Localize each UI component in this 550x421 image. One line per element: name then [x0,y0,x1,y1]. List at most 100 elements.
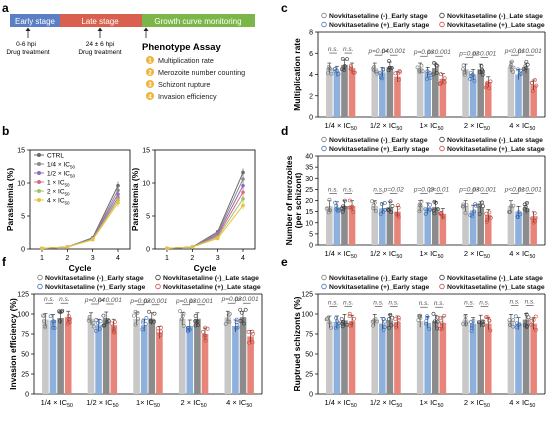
legend-marker [439,145,445,152]
legend-label: Novkitasetaline (-)_Late stage [163,275,259,282]
y-tick-label: 20 [305,198,313,205]
y-tick-label: 50 [305,352,313,359]
data-point [516,215,520,220]
bar [348,321,356,394]
y-tick-label: 5 [146,214,150,221]
bar [484,81,492,117]
assay-4-num: 4 [148,94,152,100]
legend-label-sub: 50 [65,192,71,197]
data-point [470,72,475,77]
data-point [513,314,518,319]
legend-marker [321,145,327,152]
panel-c: c Novkitasetaline (-)_Early stage Novkita… [281,1,546,132]
data-point [371,323,375,328]
assay-2-num: 2 [148,70,152,76]
legend-label: Novkitasetaline (+)_Early stage [45,284,146,291]
data-point [460,204,465,209]
data-point [485,315,490,320]
data-point [227,320,232,324]
group-label-sub: 50 [351,126,357,132]
legend-marker [321,274,327,281]
x-axis-label: Cycle [69,263,92,273]
data-point [387,59,391,63]
group-label-main: 1/2 × IC [370,249,397,258]
data-point [333,326,338,330]
data-point [152,311,157,316]
data-point [48,314,53,319]
series-line-6 [41,202,119,249]
data-point [523,204,528,209]
data-point [43,323,48,328]
assay-1-num: 1 [148,58,152,64]
data-point [485,218,490,223]
data-point [472,209,476,214]
x-tick-label: 2 [65,255,69,262]
bar [333,322,341,394]
data-point [67,317,71,322]
arrow1-head [25,27,31,31]
data-point [193,313,198,318]
data-point [57,309,61,314]
data-point [533,314,538,319]
bar [469,210,477,245]
data-point [371,206,376,211]
annotation-right: p<0.001 [188,298,213,305]
series-line-1 [166,172,244,249]
data-point [351,70,356,75]
data-point [226,313,231,317]
data-point [479,64,484,69]
data-point [93,329,98,333]
group-label-main: 1× IC [419,249,438,258]
bar [186,326,194,394]
data-point [435,64,440,68]
data-point [514,321,519,326]
late-stage-label: Late stage [81,17,119,26]
annotation-left: n.s. [328,299,339,306]
legend-label-sub: 50 [70,165,76,170]
legend-label: 2 × IC50 [47,189,70,197]
data-point [476,203,481,208]
bar [326,68,333,117]
data-point [478,203,482,208]
legend-label: 1 × IC50 [47,180,70,188]
group-label-sub: 50 [113,403,119,409]
series-line-5 [41,199,119,249]
data-point [109,321,114,326]
group-label: 1/4 × IC50 [325,249,357,260]
line-chart-frame [29,149,131,250]
data-point [389,210,394,215]
assay-4-icon [146,92,154,100]
bar [348,206,356,245]
group-label-sub: 50 [438,403,444,409]
y-tick-label: 10 [17,181,25,188]
data-point [461,321,465,326]
bar-chart: Novkitasetaline (-)_Early stage Novkitase… [8,274,263,409]
data-point [530,216,535,221]
data-point [238,318,243,323]
data-point [393,71,398,76]
bar [424,208,431,245]
bar [386,67,394,117]
data-point [181,324,186,328]
arrow3-head [143,27,149,31]
data-point [348,323,352,328]
bar-chart: Novkitasetaline (-)_Early stage Novkitase… [284,136,546,260]
data-point [529,318,534,323]
y-tick-label: 125 [301,292,313,299]
bar [341,206,348,245]
data-point [339,317,344,321]
data-point [484,315,489,320]
series-line-2 [166,178,244,249]
group-label: 1/2 × IC50 [370,398,402,409]
data-point [481,319,486,324]
bar [462,69,469,117]
y-tick-label: 75 [21,332,29,339]
data-point [463,314,468,319]
bar [194,318,201,394]
data-point [484,211,489,216]
data-point [463,211,468,215]
y-tick-label: 4 [309,72,313,79]
